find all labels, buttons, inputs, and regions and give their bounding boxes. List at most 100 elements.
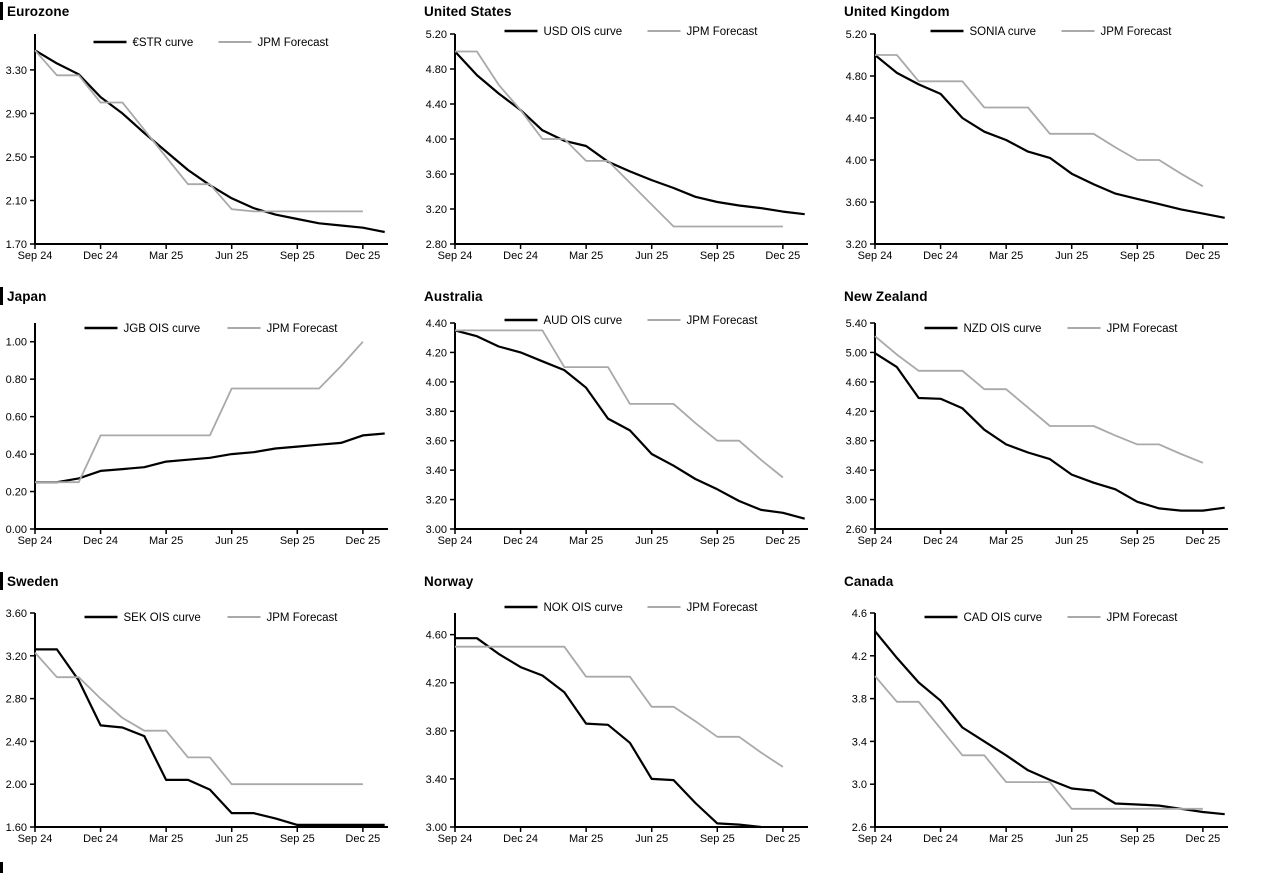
y-tick-label: 2.90 (6, 108, 27, 120)
series-line-forecast (34, 49, 363, 213)
x-tick-label: Dec 25 (345, 250, 380, 262)
y-tick-label: 3.20 (6, 651, 27, 663)
section-bar-footer (0, 862, 3, 873)
chart-header: United Kingdom (840, 1, 950, 21)
chart-title-japan: Japan (7, 288, 47, 304)
y-tick-label: 4.40 (426, 318, 447, 330)
y-tick-label: 3.20 (426, 495, 447, 507)
legend-label: JPM Forecast (1107, 612, 1179, 624)
x-tick-label: Dec 25 (1185, 250, 1220, 262)
legend-label: JPM Forecast (687, 315, 759, 327)
series-line-market (874, 630, 1225, 816)
y-tick-label: 0.00 (6, 524, 27, 536)
y-tick-label: 4.60 (846, 377, 867, 389)
x-tick-label: Sep 25 (280, 833, 315, 845)
y-tick-label: 3.00 (426, 524, 447, 536)
y-tick-label: 3.60 (426, 436, 447, 448)
y-tick-label: 4.00 (426, 134, 447, 146)
y-tick-label: 3.20 (426, 204, 447, 216)
x-tick-label: Sep 25 (280, 250, 315, 262)
chart-title-norway: Norway (424, 573, 474, 589)
y-tick-label: 1.70 (6, 239, 27, 251)
y-tick-label: 4.20 (846, 406, 867, 418)
x-tick-label: Jun 25 (1055, 250, 1088, 262)
series-line-forecast (455, 50, 783, 228)
x-tick-label: Dec 24 (923, 833, 958, 845)
legend-label: NZD OIS curve (964, 323, 1042, 335)
series-line-forecast (875, 54, 1204, 188)
series-line-market (35, 432, 385, 484)
x-tick-label: Sep 24 (858, 535, 893, 547)
y-tick-label: 3.8 (852, 694, 867, 706)
x-tick-label: Sep 25 (1120, 833, 1155, 845)
series-line-market (454, 50, 805, 216)
x-tick-label: Jun 25 (635, 833, 668, 845)
y-tick-label: 3.60 (426, 169, 447, 181)
x-tick-label: Mar 25 (149, 250, 183, 262)
sweden-plot: 1.60 2.00 2.40 2.80 3.20 3.60 Sep 24 Dec 24 Mar … (6, 608, 388, 845)
x-tick-label: Dec 24 (83, 535, 118, 547)
series-line-forecast (874, 675, 1203, 810)
x-tick-label: Sep 25 (700, 535, 735, 547)
x-tick-label: Dec 25 (1185, 535, 1220, 547)
y-tick-label: 4.00 (846, 155, 867, 167)
series-line-market (874, 352, 1225, 512)
legend-label: JPM Forecast (267, 323, 339, 335)
legend-label: JPM Forecast (1101, 26, 1173, 38)
y-tick-label: 3.4 (852, 736, 867, 748)
y-tick-label: 2.10 (6, 195, 27, 207)
y-tick-label: 2.6 (852, 822, 867, 834)
x-tick-label: Jun 25 (1055, 535, 1088, 547)
legend-label: JPM Forecast (258, 37, 330, 49)
x-tick-label: Mar 25 (989, 833, 1023, 845)
y-tick-label: 5.20 (426, 29, 447, 41)
chart-title-canada: Canada (844, 573, 894, 589)
chart-title-australia: Australia (424, 288, 483, 304)
y-tick-label: 2.00 (6, 779, 27, 791)
chart-header: Canada (840, 571, 893, 591)
y-tick-label: 3.30 (6, 65, 27, 77)
x-tick-label: Sep 25 (700, 833, 735, 845)
x-tick-label: Sep 24 (858, 833, 893, 845)
x-tick-label: Dec 25 (765, 535, 800, 547)
chart-cell-japan: Japan 0.00 0.20 0.40 0.60 0.80 1.00 Sep 24 Dec … (0, 285, 420, 570)
legend-label: CAD OIS curve (964, 612, 1043, 624)
legend-label: €STR curve (133, 37, 194, 49)
y-tick-label: 4.40 (426, 99, 447, 111)
y-tick-label: 4.20 (426, 347, 447, 359)
series-line-forecast (34, 652, 363, 786)
chart-cell-sweden: Sweden 1.60 2.00 2.40 2.80 3.20 3.60 Sep 24 Dec… (0, 570, 420, 873)
x-tick-label: Mar 25 (149, 833, 183, 845)
y-tick-label: 5.00 (846, 347, 867, 359)
x-tick-label: Mar 25 (989, 535, 1023, 547)
chart-cell-norway: Norway 3.00 3.40 3.80 4.20 4.60 Sep 24 Dec 24 M… (420, 570, 840, 873)
x-tick-label: Sep 25 (700, 250, 735, 262)
x-tick-label: Dec 24 (923, 535, 958, 547)
series-line-forecast (35, 341, 364, 484)
chart-title-new-zealand: New Zealand (844, 288, 928, 304)
x-tick-label: Dec 24 (503, 250, 538, 262)
y-tick-label: 1.00 (6, 337, 27, 349)
y-tick-label: 3.60 (6, 608, 27, 620)
y-tick-label: 3.00 (846, 495, 867, 507)
y-tick-label: 3.40 (846, 465, 867, 477)
y-tick-label: 2.80 (426, 239, 447, 251)
x-tick-label: Sep 24 (438, 833, 473, 845)
y-tick-label: 4.80 (846, 71, 867, 83)
chart-header: Eurozone (0, 1, 69, 21)
chart-title-eurozone: Eurozone (7, 3, 70, 19)
x-tick-label: Dec 24 (503, 535, 538, 547)
y-tick-label: 5.20 (846, 29, 867, 41)
x-tick-label: Jun 25 (215, 535, 248, 547)
section-bar (0, 2, 3, 20)
chart-cell-united-states: United States 2.80 3.20 3.60 4.00 4.40 4.80 5.… (420, 0, 840, 285)
japan-plot: 0.00 0.20 0.40 0.60 0.80 1.00 Sep 24 Dec 24 Mar … (6, 323, 388, 547)
y-tick-label: 2.50 (6, 152, 27, 164)
x-tick-label: Dec 24 (503, 833, 538, 845)
series-line-forecast (455, 329, 784, 479)
chart-cell-canada: Canada 2.6 3.0 3.4 3.8 4.2 4.6 Sep 24 Dec 24 Mar… (840, 570, 1264, 873)
x-tick-label: Jun 25 (1055, 833, 1088, 845)
chart-cell-new-zealand: New Zealand 2.60 3.00 3.40 3.80 4.20 4.60 5.00… (840, 285, 1264, 570)
chart-header: Sweden (0, 571, 59, 591)
legend-label: NOK OIS curve (544, 602, 623, 614)
